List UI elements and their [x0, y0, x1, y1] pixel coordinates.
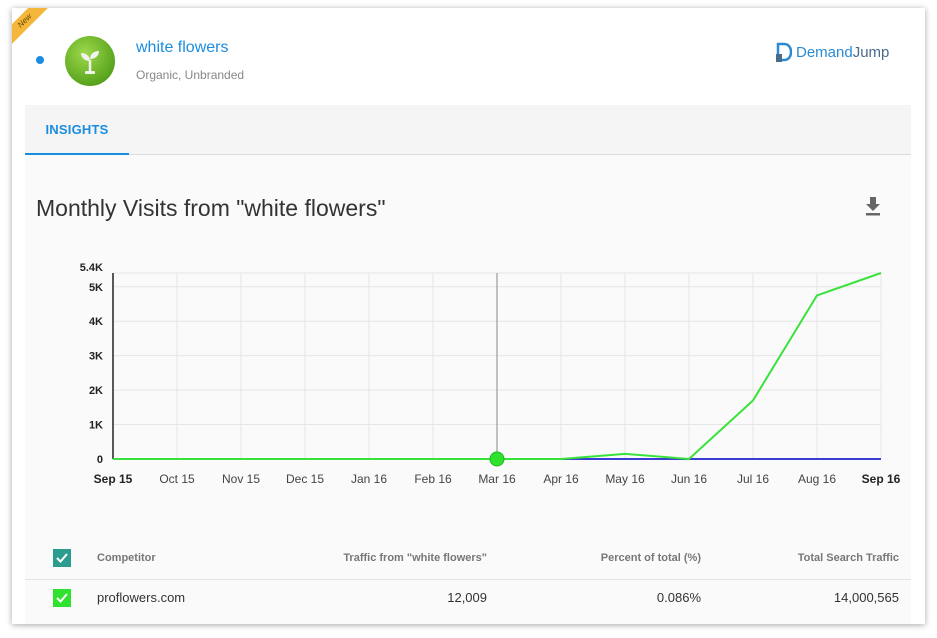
col-percent[interactable]: Percent of total (%) — [600, 552, 701, 564]
x-tick-label: Sep 15 — [94, 472, 133, 486]
y-tick-label: 5K — [89, 282, 103, 294]
col-total-traffic[interactable]: Total Search Traffic — [797, 552, 899, 564]
x-tick-label: Jul 16 — [737, 472, 769, 486]
x-tick-label: Mar 16 — [478, 472, 516, 486]
col-traffic[interactable]: Traffic from "white flowers" — [343, 552, 487, 564]
cell-competitor: proflowers.com — [97, 590, 186, 605]
x-tick-label: Feb 16 — [414, 472, 452, 486]
x-tick-label: Jun 16 — [671, 472, 707, 486]
col-competitor[interactable]: Competitor — [97, 552, 156, 564]
chart-title: Monthly Visits from "white flowers" — [36, 195, 386, 221]
x-tick-label: Sep 16 — [862, 472, 901, 486]
x-tick-label: Jan 16 — [351, 472, 387, 486]
checkmark-icon — [56, 592, 68, 603]
table-row: proflowers.com 12,009 0.086% 14,000,565 — [25, 579, 911, 615]
row-checkbox[interactable] — [53, 588, 71, 607]
y-tick-label: 0 — [97, 454, 103, 466]
x-tick-label: May 16 — [605, 472, 645, 486]
x-tick-label: Aug 16 — [798, 472, 836, 486]
y-tick-label: 3K — [89, 351, 103, 363]
y-tick-label: 2K — [89, 385, 103, 397]
checkmark-icon — [56, 553, 68, 563]
y-tick-label: 4K — [89, 316, 103, 328]
x-tick-label: Oct 15 — [159, 472, 195, 486]
cell-percent: 0.086% — [656, 590, 701, 605]
chart-panel — [25, 155, 911, 624]
y-tick-label: 1K — [89, 420, 103, 432]
cell-traffic: 12,009 — [447, 590, 487, 605]
line-chart: 0 1K 2K 3K 4K 5K 5.4K Sep 15 Oct 15 Nov 15 Dec 15 J… — [80, 262, 901, 486]
tabs-bar: INSIGHTS — [25, 105, 911, 155]
demandjump-logo: DemandJump — [776, 42, 889, 62]
y-tick-label: 5.4K — [80, 262, 103, 274]
demandjump-logo-icon — [776, 42, 792, 62]
x-tick-label: Apr 16 — [543, 472, 579, 486]
cell-total-traffic: 14,000,565 — [833, 590, 899, 605]
sprout-icon — [65, 36, 115, 86]
keyword-subtitle: Organic, Unbranded — [136, 68, 245, 82]
x-tick-label: Nov 15 — [222, 472, 260, 486]
hover-point[interactable] — [489, 451, 505, 467]
status-dot — [36, 56, 44, 64]
tab-insights[interactable]: INSIGHTS — [25, 105, 129, 155]
download-icon[interactable] — [864, 195, 882, 217]
brand-name: DemandJump — [796, 43, 890, 61]
x-tick-label: Dec 15 — [286, 472, 324, 486]
select-all-checkbox[interactable] — [53, 549, 71, 567]
keyword-card: New white flowers Organic, Unbranded Dem… — [12, 8, 925, 624]
table-header: Competitor Traffic from "white flowers" … — [25, 538, 911, 578]
keyword-title[interactable]: white flowers — [136, 39, 229, 56]
